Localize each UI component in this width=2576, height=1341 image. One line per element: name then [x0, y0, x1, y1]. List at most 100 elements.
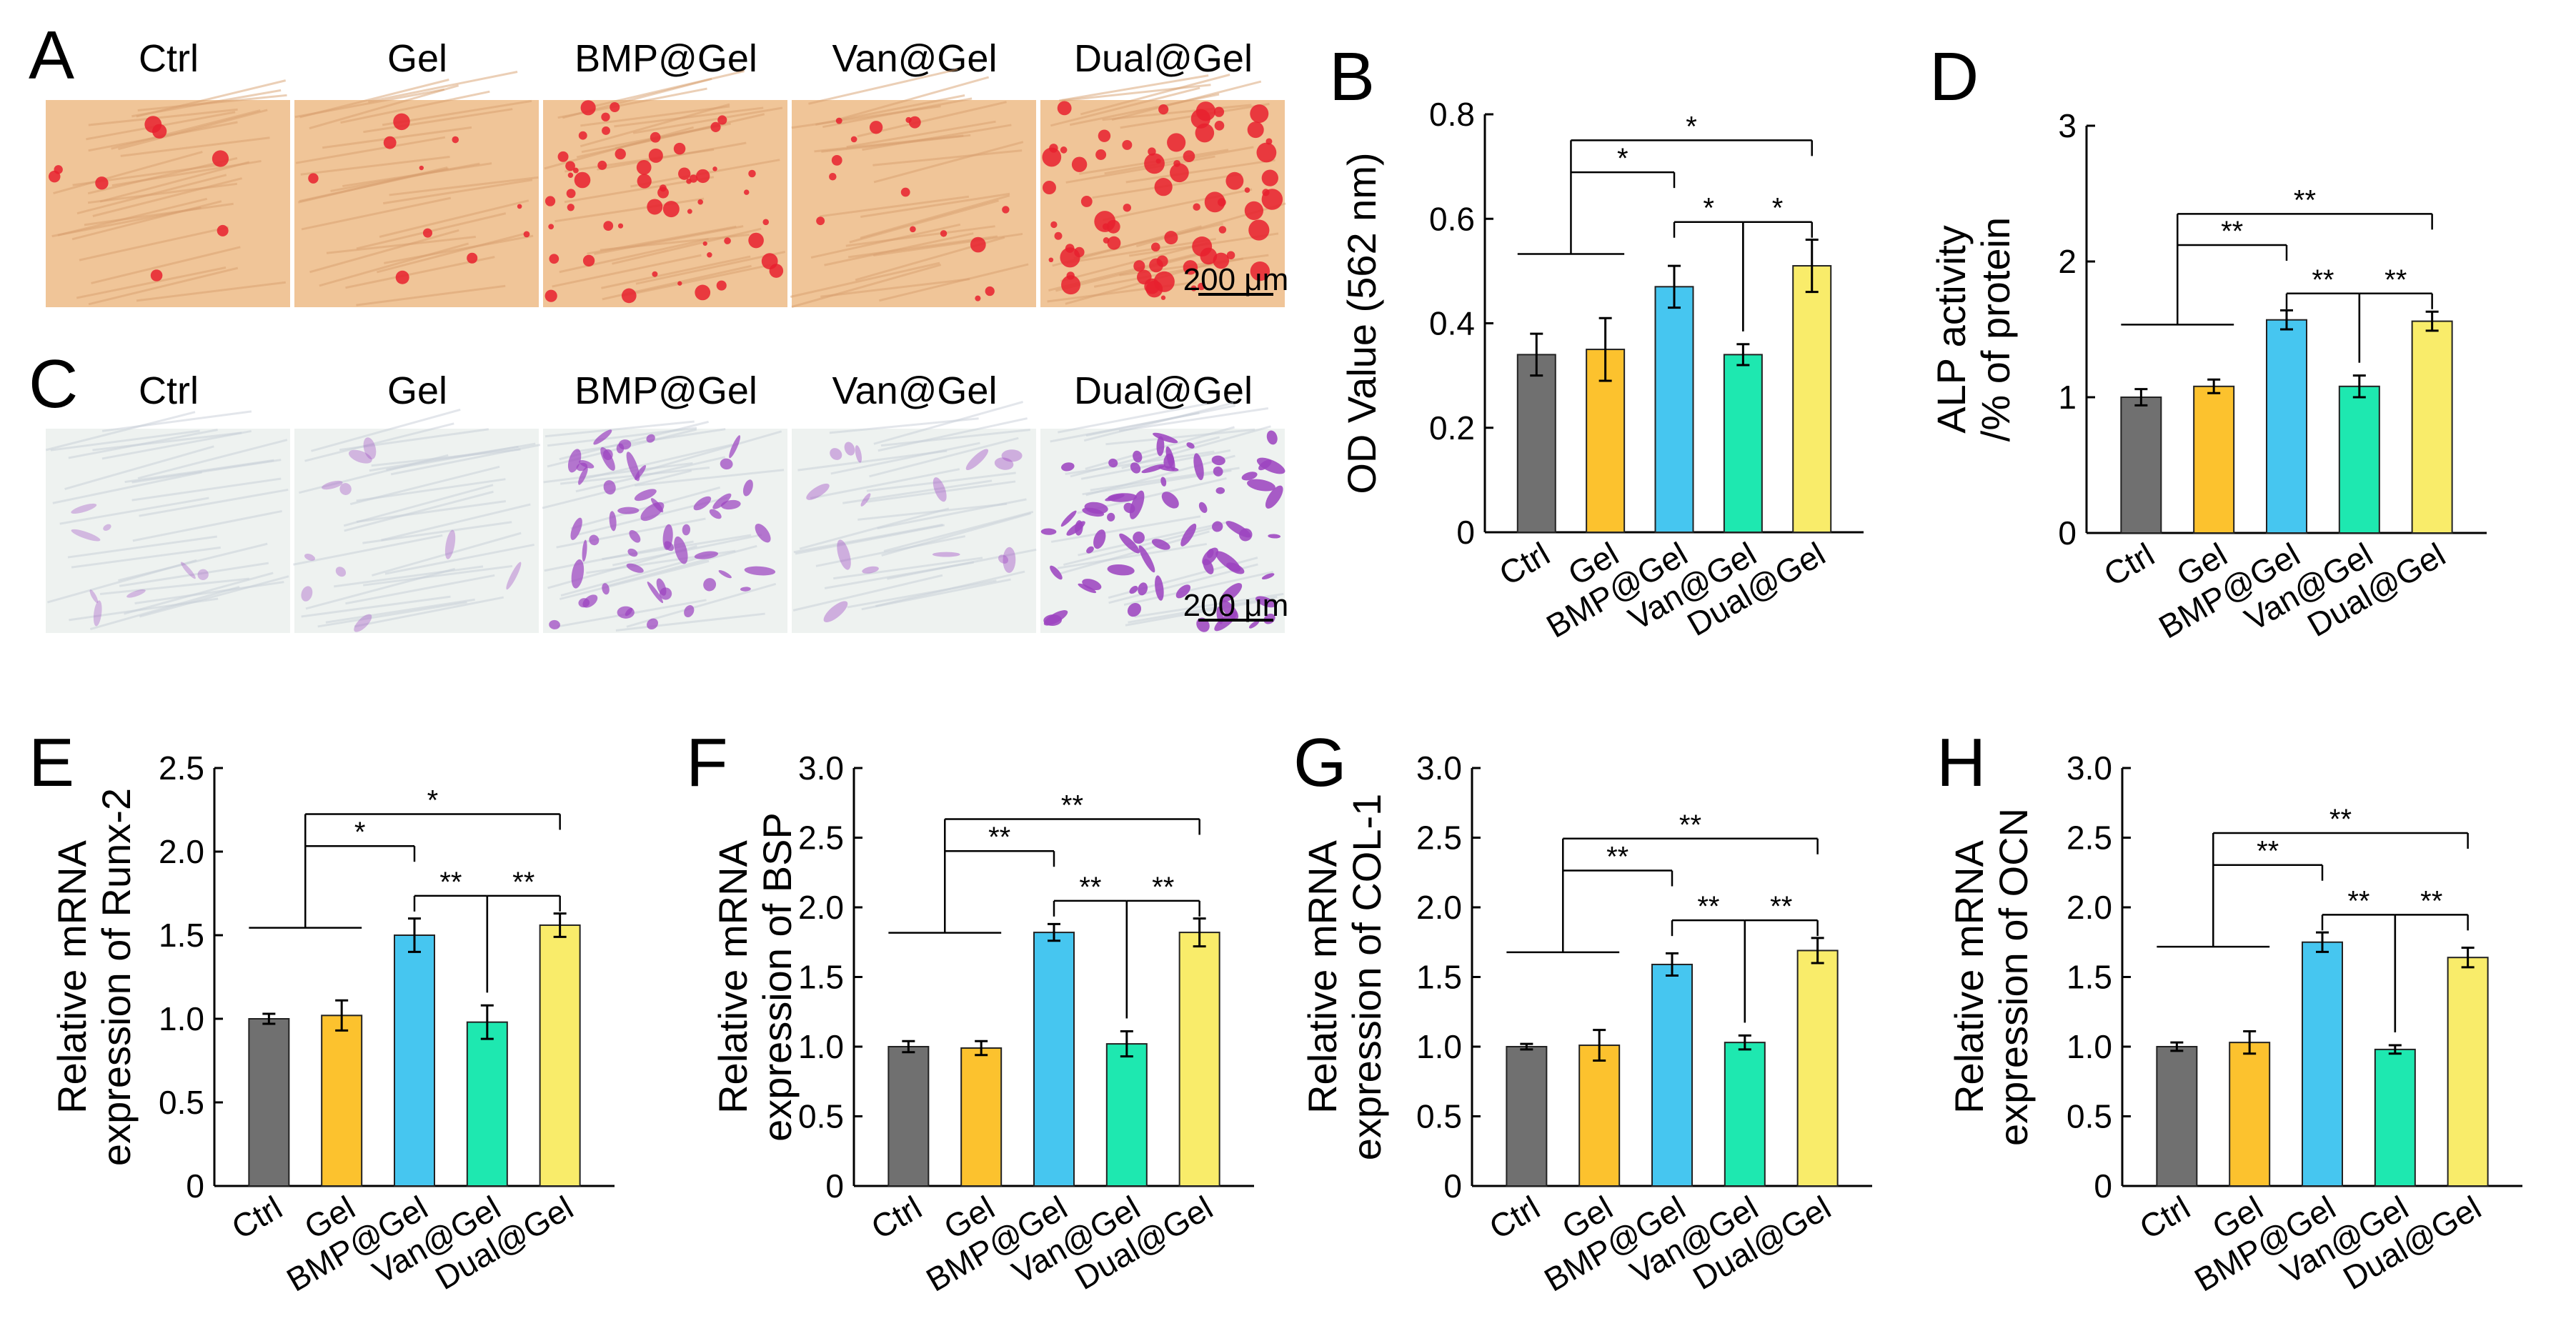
texture-streak [873, 141, 1024, 184]
stained-cell [335, 567, 347, 577]
stained-cell [1215, 551, 1241, 572]
texture-streak [301, 595, 451, 618]
sig-label: ** [1152, 872, 1174, 903]
stained-cell [1225, 521, 1251, 538]
texture-streak [137, 94, 287, 112]
y-tick-label: 2.5 [2067, 819, 2112, 857]
texture-streak [795, 524, 945, 555]
mineral-nodule [1071, 156, 1088, 172]
stained-cell [1082, 579, 1102, 591]
stained-cell [1158, 466, 1179, 472]
stained-cell [444, 529, 456, 559]
mineral-nodule [748, 232, 764, 249]
mineral-nodule [673, 142, 686, 155]
mineral-nodule [1042, 181, 1056, 195]
stained-cell [1212, 521, 1223, 532]
texture-streak [607, 544, 757, 587]
sig-label: ** [1770, 891, 1792, 922]
texture-streak [134, 581, 284, 605]
scale-bar-label: 200 μm [1183, 262, 1289, 297]
x-tick-label: Ctrl [2097, 536, 2160, 594]
mineral-nodule [652, 271, 658, 277]
texture-streak [1123, 571, 1274, 607]
y-tick-label: 2.5 [798, 819, 844, 857]
y-tick-label: 0 [1456, 514, 1475, 551]
texture-streak [575, 456, 726, 493]
sig-label: * [1617, 143, 1628, 174]
mineral-nodule [648, 148, 663, 163]
micrograph-label: Van@Gel [832, 37, 998, 80]
mineral-nodule [1183, 260, 1198, 275]
mineral-nodule [548, 224, 555, 230]
mineral-nodule [610, 101, 620, 113]
stained-cell [844, 442, 855, 456]
stained-cell [363, 437, 377, 460]
texture-streak [101, 429, 252, 460]
sig-label: ** [439, 867, 462, 898]
texture-streak [877, 417, 1028, 452]
stained-cell [1003, 547, 1016, 573]
stained-cell [1138, 545, 1155, 573]
stained-cell [1163, 453, 1175, 469]
micrograph-strip-A: A Ctrl Gel BMP@Gel Van@Gel Dual@Gel 200 μm [29, 17, 1289, 309]
texture-streak [99, 161, 250, 203]
texture-streak [326, 235, 476, 254]
sig-label: * [354, 817, 366, 848]
y-tick-label: 2.0 [2067, 889, 2112, 926]
texture-streak [1125, 597, 1275, 627]
mineral-nodule [1226, 251, 1235, 260]
texture-streak [873, 401, 1024, 445]
mineral-nodule [1244, 187, 1250, 193]
mineral-nodule [383, 136, 397, 149]
texture-streak [862, 124, 1012, 151]
stained-cell [506, 562, 522, 590]
panel-label-A: A [29, 17, 74, 94]
stained-cell [126, 589, 146, 598]
stained-cell [659, 587, 672, 600]
y-axis-label: OD Value (562 nm) [1339, 152, 1384, 494]
mineral-nodule [900, 187, 910, 197]
texture-streak [1104, 146, 1254, 175]
mineral-nodule [419, 165, 424, 171]
chart-G: G 0 0.5 1.0 1.5 2.0 2.5 3.0 Relative mRNA express… [1293, 724, 1872, 1299]
stained-cell [593, 429, 612, 445]
sig-label: ** [988, 822, 1010, 853]
mineral-nodule [910, 226, 916, 233]
mineral-nodule [1061, 275, 1081, 295]
bar-Van@Gel [466, 1021, 508, 1187]
stained-cell [718, 569, 732, 579]
stained-cell [712, 493, 732, 509]
chart-F: F 0 0.5 1.0 1.5 2.0 2.5 3.0 Relative mRNA express… [686, 724, 1254, 1299]
texture-streak [88, 108, 238, 126]
bar-Gel [2193, 385, 2235, 534]
stained-cell [1151, 539, 1170, 550]
mineral-nodule [816, 216, 825, 226]
texture-streak [384, 234, 534, 264]
texture-streak [64, 445, 214, 490]
texture-streak [866, 472, 1016, 492]
stained-cell [1156, 436, 1165, 457]
texture-streak [325, 598, 475, 624]
texture-streak [71, 546, 222, 569]
texture-streak [1085, 454, 1235, 497]
y-tick-label: 3 [2058, 107, 2077, 144]
panel-label-G: G [1293, 724, 1347, 801]
mineral-nodule [1250, 261, 1270, 281]
stained-cell [709, 509, 722, 519]
texture-streak [139, 488, 289, 517]
mineral-nodule [1170, 163, 1189, 183]
y-axis-label: ALP activity [1929, 225, 1974, 434]
panel-label-F: F [686, 724, 728, 801]
texture-streak [595, 70, 745, 107]
texture-streak [1128, 596, 1278, 624]
texture-streak [612, 227, 762, 265]
texture-streak [1105, 428, 1255, 446]
stained-cell [626, 452, 640, 482]
texture-streak [866, 480, 1016, 503]
stained-cell [1127, 603, 1142, 617]
texture-streak [293, 534, 443, 566]
mineral-nodule [1158, 104, 1169, 115]
texture-streak [1065, 450, 1215, 476]
texture-streak [319, 242, 469, 287]
